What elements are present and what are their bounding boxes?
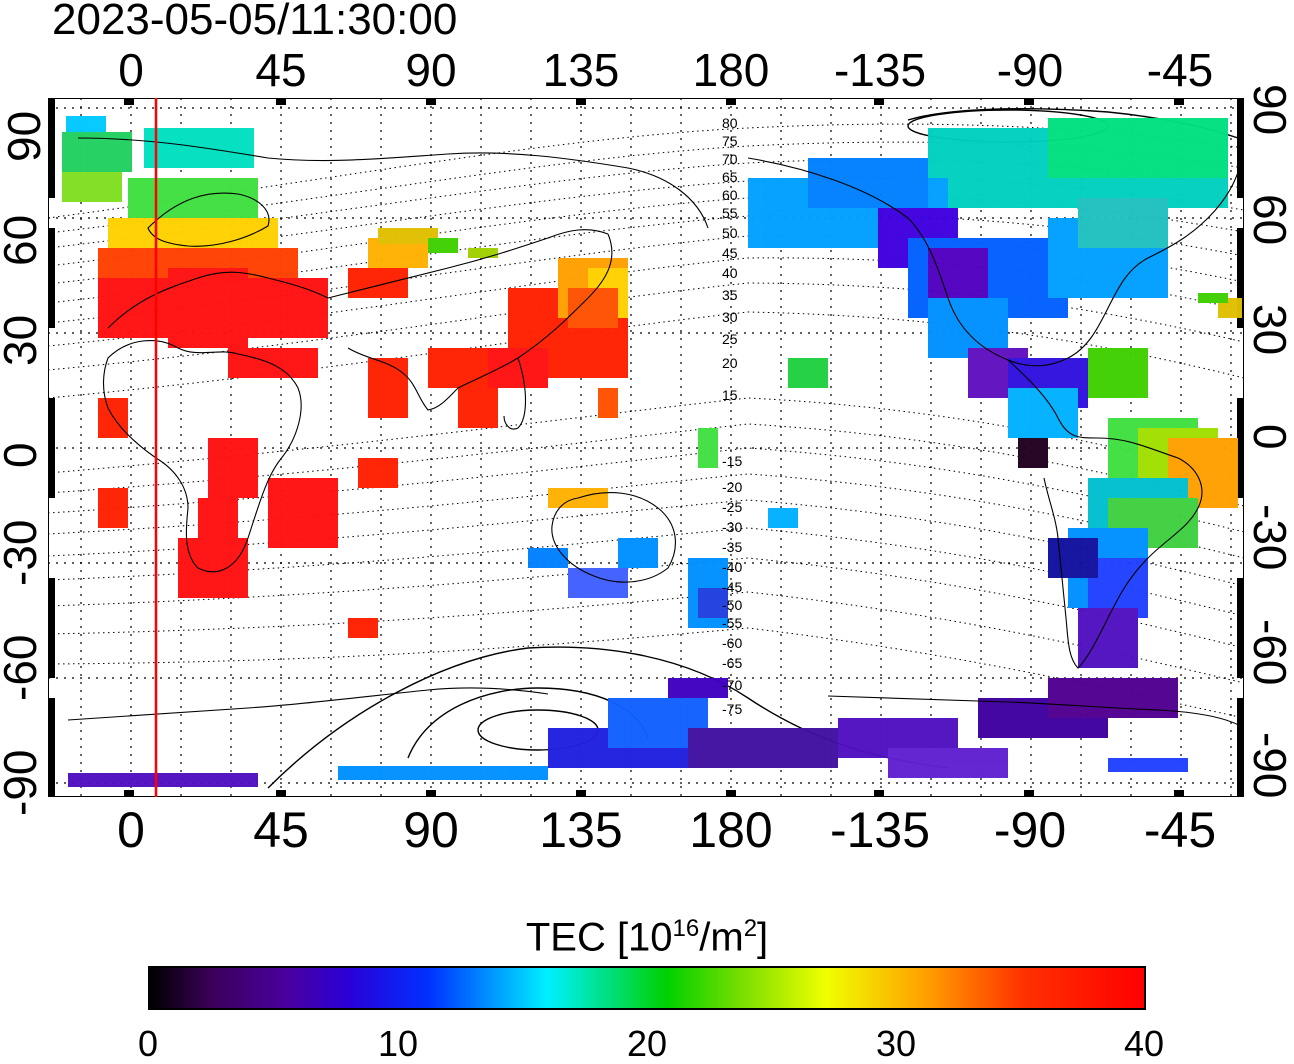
lon-tick-top: -45 <box>1146 44 1214 96</box>
lat-tick-right: -60 <box>1244 619 1294 686</box>
svg-text:15: 15 <box>722 387 738 403</box>
svg-text:25: 25 <box>722 331 738 347</box>
lat-tick-right: 0 <box>1244 424 1294 450</box>
colorbar-tick: 20 <box>626 1023 668 1064</box>
lon-tick-bottom: -135 <box>829 802 931 858</box>
lon-tick-bottom: 180 <box>689 802 773 858</box>
colorbar-tick: 40 <box>1123 1023 1165 1064</box>
svg-text:-40: -40 <box>722 559 742 575</box>
lat-tick-right: 90 <box>1244 84 1294 136</box>
map-timestamp: 2023-05-05/11:30:00 <box>52 0 458 44</box>
lat-tick-left: -30 <box>0 519 46 586</box>
svg-text:-45: -45 <box>722 579 742 595</box>
colorbar-tick: 0 <box>137 1023 159 1064</box>
coastlines <box>67 137 1244 729</box>
svg-text:35: 35 <box>722 287 738 303</box>
svg-text:-35: -35 <box>722 539 742 555</box>
colorbar-tick: 30 <box>875 1023 917 1064</box>
svg-text:75: 75 <box>722 133 738 149</box>
lon-tick-top: 45 <box>255 44 307 96</box>
svg-text:40: 40 <box>722 265 738 281</box>
lon-tick-bottom: 135 <box>539 802 623 858</box>
lat-tick-right: 60 <box>1244 194 1294 246</box>
svg-text:80: 80 <box>722 115 738 131</box>
lat-tick-left: 90 <box>0 110 50 162</box>
svg-text:70: 70 <box>722 151 738 167</box>
lat-tick-right: -90 <box>1244 732 1294 799</box>
lon-tick-top: 90 <box>405 44 457 96</box>
svg-text:-20: -20 <box>722 479 742 495</box>
lon-tick-top: 180 <box>692 44 770 96</box>
svg-text:20: 20 <box>722 355 738 371</box>
lon-tick-bottom: 45 <box>253 802 309 858</box>
svg-text:-65: -65 <box>722 655 742 671</box>
lon-tick-bottom: -90 <box>993 802 1067 858</box>
lon-tick-bottom: 0 <box>117 802 145 858</box>
lat-tick-left: -60 <box>0 634 46 701</box>
lon-tick-top: 0 <box>118 44 144 96</box>
svg-text:-50: -50 <box>722 597 742 613</box>
svg-text:-70: -70 <box>722 677 742 693</box>
svg-text:-75: -75 <box>722 701 742 717</box>
svg-text:50: 50 <box>722 225 738 241</box>
svg-text:-30: -30 <box>722 519 742 535</box>
svg-text:45: 45 <box>722 245 738 261</box>
lat-tick-left: 30 <box>0 314 46 366</box>
lon-tick-top: -90 <box>996 44 1064 96</box>
svg-text:55: 55 <box>722 205 738 221</box>
svg-text:-25: -25 <box>722 499 742 515</box>
svg-text:60: 60 <box>722 187 738 203</box>
tec-map: 80 75 70 65 60 55 50 45 40 35 30 25 20 1… <box>48 98 1244 797</box>
lon-tick-top: 135 <box>542 44 620 96</box>
lat-tick-left: -90 <box>0 749 46 816</box>
svg-text:-15: -15 <box>722 453 742 469</box>
lon-tick-top: -135 <box>833 44 927 96</box>
colorbar-title: TEC [1016/m2] <box>525 915 769 960</box>
svg-text:65: 65 <box>722 169 738 185</box>
svg-text:-60: -60 <box>722 635 742 651</box>
lat-tick-right: 30 <box>1244 304 1294 356</box>
contour-labels: 80 75 70 65 60 55 50 45 40 35 30 25 20 1… <box>722 115 742 717</box>
lat-tick-left: 60 <box>0 214 46 266</box>
lon-tick-bottom: -45 <box>1143 802 1217 858</box>
lat-tick-right: -30 <box>1244 504 1294 571</box>
svg-text:-55: -55 <box>722 615 742 631</box>
tec-data <box>62 116 1242 787</box>
lat-tick-left: 0 <box>0 428 50 488</box>
lon-tick-bottom: 90 <box>403 802 459 858</box>
svg-text:30: 30 <box>722 309 738 325</box>
colorbar-tick: 10 <box>377 1023 419 1064</box>
tec-colorbar <box>148 966 1146 1010</box>
